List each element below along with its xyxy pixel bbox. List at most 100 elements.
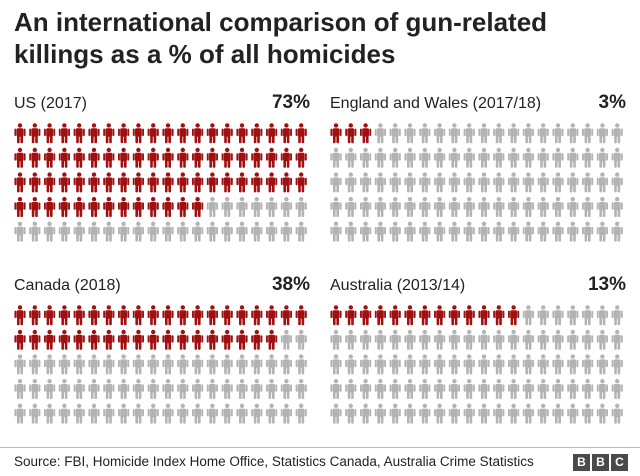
person-icon	[596, 403, 608, 424]
person-icon-highlighted	[177, 147, 189, 168]
person-icon-highlighted	[147, 172, 159, 193]
person-icon	[404, 354, 416, 375]
person-icon	[611, 354, 623, 375]
person-icon	[582, 147, 594, 168]
person-icon-highlighted	[389, 305, 401, 326]
person-icon-highlighted	[236, 123, 248, 144]
person-icon-highlighted	[132, 123, 144, 144]
person-icon-highlighted	[236, 172, 248, 193]
person-icon	[596, 197, 608, 217]
person-icon	[463, 403, 475, 424]
person-icon	[132, 403, 144, 424]
person-icon-highlighted	[14, 305, 26, 326]
person-icon	[567, 354, 579, 375]
person-icon	[508, 403, 520, 424]
person-icon-highlighted	[221, 147, 233, 168]
person-icon-highlighted	[44, 197, 56, 217]
person-icon	[29, 221, 41, 242]
person-icon-highlighted	[295, 172, 307, 193]
person-icon-highlighted	[177, 123, 189, 144]
person-icon	[582, 172, 594, 193]
person-icon	[463, 221, 475, 242]
person-icon	[419, 172, 431, 193]
person-icon	[88, 403, 100, 424]
person-icon	[147, 221, 159, 242]
pictogram-grid	[14, 305, 307, 424]
person-icon	[236, 221, 248, 242]
person-icon	[251, 221, 263, 242]
person-icon	[389, 147, 401, 168]
person-icon	[611, 221, 623, 242]
person-icon	[345, 147, 357, 168]
person-icon-highlighted	[251, 123, 263, 144]
person-icon-highlighted	[162, 197, 174, 217]
person-icon-highlighted	[162, 123, 174, 144]
person-icon	[73, 221, 85, 242]
person-icon	[162, 403, 174, 424]
person-icon	[88, 379, 100, 399]
person-icon	[389, 403, 401, 424]
person-icon	[295, 354, 307, 375]
person-icon-highlighted	[266, 123, 278, 144]
person-icon-highlighted	[236, 329, 248, 350]
person-icon-highlighted	[177, 305, 189, 326]
person-icon-highlighted	[266, 147, 278, 168]
person-icon	[611, 123, 623, 144]
person-icon-highlighted	[14, 172, 26, 193]
person-icon	[221, 379, 233, 399]
person-icon	[221, 221, 233, 242]
person-icon-highlighted	[147, 147, 159, 168]
panel-label: England and Wales (2017/18)	[330, 95, 542, 112]
person-icon	[330, 147, 342, 168]
person-icon	[360, 172, 372, 193]
person-icon	[596, 379, 608, 399]
person-icon-highlighted	[14, 197, 26, 217]
person-icon-highlighted	[14, 123, 26, 144]
person-icon	[448, 379, 460, 399]
source-note: Source: FBI, Homicide Index Home Office,…	[14, 454, 534, 469]
person-icon	[508, 147, 520, 168]
person-icon	[280, 197, 292, 217]
person-icon	[434, 329, 446, 350]
person-icon	[434, 197, 446, 217]
person-icon-highlighted	[103, 123, 115, 144]
person-icon	[266, 403, 278, 424]
person-icon	[522, 123, 534, 144]
person-icon-highlighted	[192, 197, 204, 217]
person-icon	[508, 197, 520, 217]
person-icon	[221, 403, 233, 424]
person-icon	[192, 354, 204, 375]
person-icon-highlighted	[266, 172, 278, 193]
person-icon-highlighted	[206, 305, 218, 326]
person-icon	[552, 197, 564, 217]
person-icon-highlighted	[58, 197, 70, 217]
person-icon-highlighted	[280, 147, 292, 168]
person-icon-highlighted	[88, 147, 100, 168]
person-icon	[582, 221, 594, 242]
person-icon	[537, 354, 549, 375]
person-icon-highlighted	[251, 329, 263, 350]
person-icon	[389, 379, 401, 399]
person-icon-highlighted	[44, 123, 56, 144]
panel-label: US (2017)	[14, 95, 87, 112]
person-icon	[345, 403, 357, 424]
person-icon	[493, 379, 505, 399]
person-icon	[147, 354, 159, 375]
person-icon-highlighted	[44, 172, 56, 193]
person-icon-highlighted	[103, 147, 115, 168]
person-icon	[14, 403, 26, 424]
person-icon	[522, 403, 534, 424]
person-icon	[537, 403, 549, 424]
person-icon	[463, 147, 475, 168]
person-icon-highlighted	[236, 305, 248, 326]
person-icon	[537, 305, 549, 326]
person-icon	[463, 123, 475, 144]
person-icon	[567, 147, 579, 168]
person-icon	[478, 123, 490, 144]
person-icon	[345, 172, 357, 193]
person-icon-highlighted	[58, 147, 70, 168]
person-icon	[582, 354, 594, 375]
person-icon	[552, 329, 564, 350]
person-icon	[478, 403, 490, 424]
person-icon	[374, 197, 386, 217]
